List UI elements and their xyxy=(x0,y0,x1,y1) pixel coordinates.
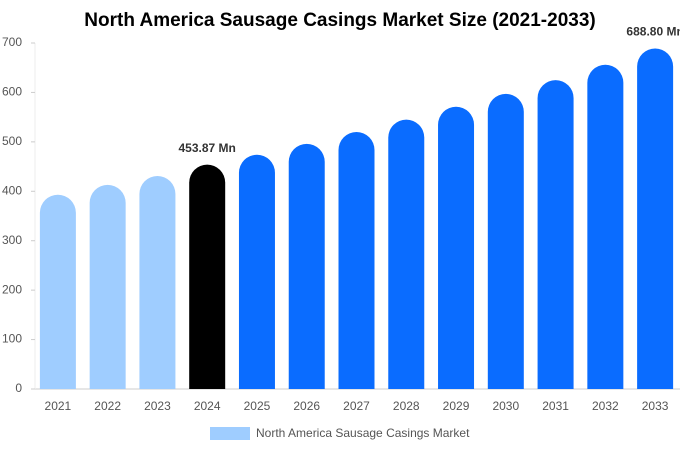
x-tick-label: 2030 xyxy=(492,399,519,413)
x-tick-label: 2031 xyxy=(542,399,569,413)
bar xyxy=(587,64,624,389)
bar xyxy=(537,80,574,390)
x-tick-label: 2026 xyxy=(293,399,320,413)
y-tick-label: 100 xyxy=(2,332,22,346)
x-tick-label: 2021 xyxy=(45,399,72,413)
y-tick-label: 200 xyxy=(2,282,22,296)
x-tick-label: 2025 xyxy=(244,399,271,413)
bar xyxy=(288,143,325,389)
chart-title: North America Sausage Casings Market Siz… xyxy=(84,10,595,31)
x-tick-label: 2032 xyxy=(592,399,619,413)
y-tick-label: 600 xyxy=(2,85,22,99)
bar xyxy=(39,194,76,389)
bar xyxy=(438,106,475,390)
bar xyxy=(487,93,524,389)
y-tick-label: 0 xyxy=(15,381,22,395)
bar xyxy=(238,154,275,389)
x-tick-label: 2027 xyxy=(343,399,370,413)
bar xyxy=(338,131,375,389)
bar xyxy=(388,119,425,389)
value-label: 453.87 Mn xyxy=(179,141,236,155)
value-label: 688.80 Mn xyxy=(626,25,680,39)
y-tick-label: 300 xyxy=(2,233,22,247)
bar xyxy=(637,48,674,389)
bar xyxy=(89,184,126,389)
bar xyxy=(139,175,176,389)
x-tick-label: 2024 xyxy=(194,399,221,413)
y-tick-label: 700 xyxy=(2,35,22,49)
legend-swatch xyxy=(210,427,250,440)
x-tick-label: 2028 xyxy=(393,399,420,413)
y-tick-label: 400 xyxy=(2,183,22,197)
x-tick-label: 2029 xyxy=(443,399,470,413)
legend-label: North America Sausage Casings Market xyxy=(256,426,470,440)
x-tick-label: 2022 xyxy=(94,399,121,413)
bar xyxy=(189,164,226,389)
x-tick-label: 2033 xyxy=(642,399,669,413)
y-tick-label: 500 xyxy=(2,134,22,148)
x-tick-label: 2023 xyxy=(144,399,171,413)
